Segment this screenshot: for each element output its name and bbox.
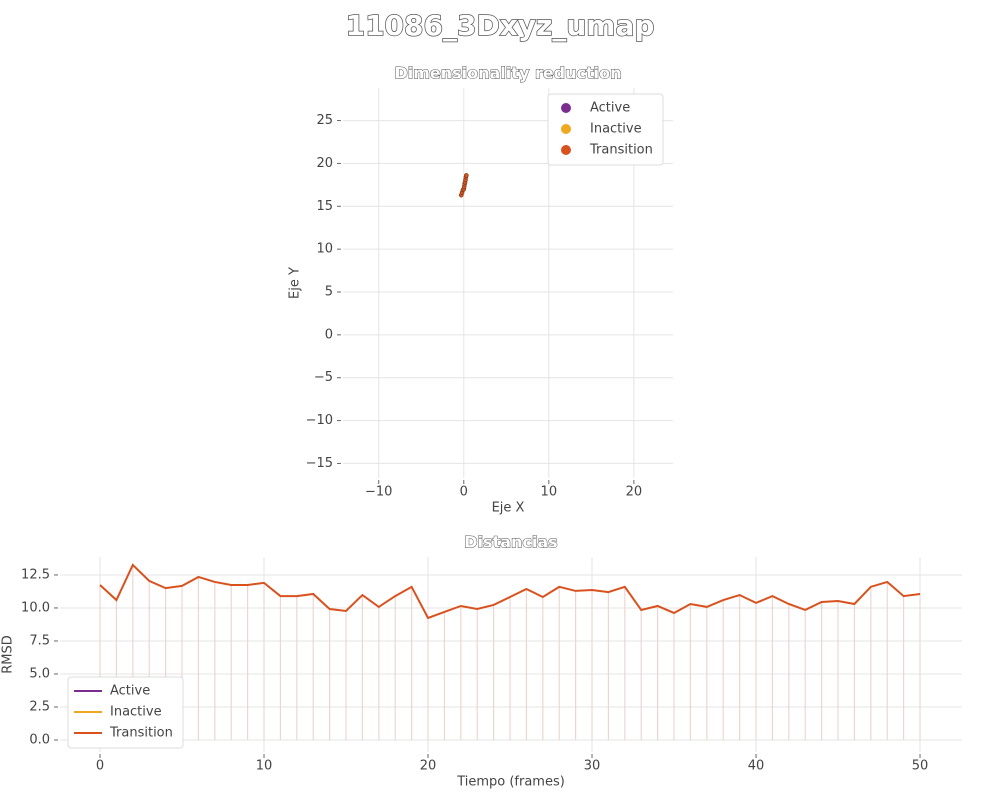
y-tick-label: 20 [316,156,333,171]
legend-label: Inactive [590,122,642,137]
x-axis-label: Tiempo (frames) [456,775,565,790]
figure-title: 11086_3Dxyz_umap [346,9,655,42]
x-tick-label: 20 [420,759,437,774]
y-tick-label: 7.5 [29,633,50,648]
x-tick-label: 40 [748,759,765,774]
legend-label: Transition [109,726,173,741]
y-tick-label: 2.5 [29,699,50,714]
y-tick-label: 0 [325,327,333,342]
y-tick-label: −5 [314,370,333,385]
x-tick-label: −10 [365,485,392,500]
y-tick-label: 10.0 [21,600,50,615]
x-tick-label: 50 [912,759,929,774]
legend-box [67,676,184,749]
scatter-point [464,173,469,178]
y-axis-label: Eje Y [288,267,303,299]
y-tick-label: 12.5 [21,567,50,582]
legend-label: Active [590,101,630,116]
legend-label: Transition [589,143,653,158]
x-tick-label: 10 [256,759,273,774]
x-tick-label: 20 [626,485,643,500]
line-series [99,563,921,620]
x-tick-label: 30 [584,759,601,774]
y-tick-label: 5 [325,285,333,300]
legend-marker [561,145,571,155]
y-tick-label: 5.0 [29,666,50,681]
legend-label: Inactive [110,705,162,720]
y-tick-label: 25 [316,113,333,128]
x-tick-label: 0 [460,485,468,500]
y-axis-label: RMSD [1,635,16,674]
legend-box [547,93,664,166]
legend-label: Active [110,684,150,699]
y-tick-label: −10 [306,413,333,428]
y-tick-label: 15 [316,199,333,214]
y-tick-label: 10 [316,242,333,257]
chart-title: Distancias [464,533,557,552]
x-axis-label: Eje X [492,501,525,516]
chart-title: Dimensionality reduction [394,64,621,83]
y-tick-label: 0.0 [29,732,50,747]
x-tick-label: 0 [96,759,104,774]
legend-marker [561,124,571,134]
legend-marker [561,103,571,113]
x-tick-label: 10 [541,485,558,500]
y-tick-label: −15 [306,456,333,471]
